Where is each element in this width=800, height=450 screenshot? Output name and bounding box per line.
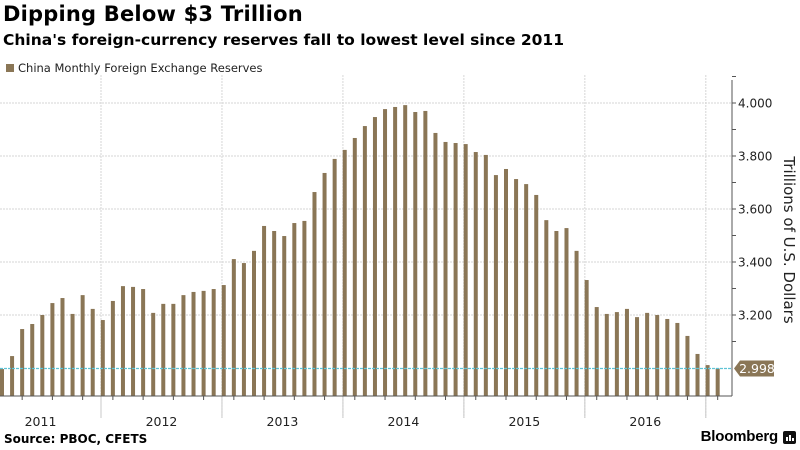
bar [201, 290, 206, 396]
bar [221, 285, 226, 396]
annotations: 2.998 [0, 360, 775, 377]
bar [463, 144, 468, 396]
bar [655, 315, 660, 396]
bar [635, 317, 640, 396]
bar [110, 300, 115, 396]
bar [665, 318, 670, 396]
bar [483, 154, 488, 396]
bars [0, 105, 720, 397]
bar [473, 152, 478, 396]
bar [262, 225, 267, 396]
bar [60, 298, 65, 396]
y-axis-title: Trillions of U.S. Dollars [780, 155, 798, 324]
bar [584, 280, 589, 396]
bar [131, 286, 136, 396]
bar [715, 368, 720, 396]
chart-title: Dipping Below $3 Trillion [3, 2, 303, 26]
legend-swatch [6, 64, 14, 72]
bar [443, 141, 448, 396]
bar [352, 137, 357, 397]
bar [685, 335, 690, 396]
bar [70, 313, 75, 396]
bar [544, 220, 549, 396]
reference-label: 2.998 [739, 361, 775, 376]
bar [100, 320, 105, 396]
brand-logo: Bloomberg [700, 428, 779, 445]
bar [50, 303, 55, 396]
bar [10, 356, 15, 396]
bar [594, 307, 599, 396]
bar [80, 295, 85, 396]
bar [322, 172, 327, 396]
bar [453, 143, 458, 396]
bar [504, 168, 508, 396]
bar [141, 289, 146, 396]
bar [705, 365, 710, 396]
bar [272, 230, 277, 396]
reference-label-box [734, 360, 774, 377]
x-year-label: 2015 [508, 414, 540, 429]
bar [231, 259, 236, 396]
bar [514, 179, 519, 396]
bar [171, 303, 176, 396]
bar [564, 228, 569, 396]
bar [120, 286, 125, 396]
x-year-label: 2016 [629, 414, 661, 429]
bar [574, 250, 579, 396]
bar [342, 149, 347, 396]
bar [645, 312, 650, 396]
bar [695, 353, 700, 396]
bloomberg-chart-icon [783, 431, 796, 444]
bar [624, 308, 629, 396]
bar [524, 184, 529, 396]
bar [151, 312, 156, 396]
source-note: Source: PBOC, CFETS [4, 432, 148, 446]
bar [604, 313, 609, 396]
bar [372, 117, 377, 397]
bar [554, 230, 559, 396]
bar [312, 192, 317, 396]
legend-label: China Monthly Foreign Exchange Reserves [18, 61, 263, 75]
chart-subtitle: China's foreign-currency reserves fall t… [3, 31, 564, 49]
bar [20, 329, 25, 396]
bar [403, 105, 408, 397]
bar [332, 158, 337, 396]
bar [534, 194, 539, 396]
y-tick-label: 3.600 [738, 203, 772, 217]
bar [211, 289, 216, 396]
x-year-label: 2014 [387, 414, 419, 429]
bar [433, 132, 438, 396]
x-year-label: 2013 [267, 414, 299, 429]
axes: 3.200 3.400 3.600 3.800 4.000 2011 2012 2013 201… [0, 76, 798, 429]
y-tick-label: 3.400 [738, 256, 772, 270]
bar [413, 112, 418, 396]
y-tick-label: 4.000 [738, 97, 772, 111]
bar [292, 223, 297, 396]
bar [181, 295, 186, 396]
bar [241, 263, 246, 396]
x-year-label: 2011 [25, 414, 57, 429]
bar [191, 291, 196, 396]
y-tick-label: 3.200 [738, 309, 772, 323]
bar [0, 369, 4, 396]
bar [302, 220, 307, 396]
bar [252, 250, 256, 396]
bar [362, 126, 367, 397]
bar [90, 308, 95, 396]
bar [393, 106, 398, 396]
bar [423, 110, 428, 396]
bar [383, 109, 388, 396]
bar [40, 315, 45, 396]
legend: China Monthly Foreign Exchange Reserves [6, 61, 263, 75]
bar [161, 303, 166, 396]
bar [30, 324, 35, 396]
bar [614, 312, 619, 396]
bar [675, 322, 680, 396]
x-year-label: 2012 [146, 414, 178, 429]
bar [282, 236, 287, 396]
y-tick-label: 3.800 [738, 150, 772, 164]
bar [493, 175, 498, 396]
